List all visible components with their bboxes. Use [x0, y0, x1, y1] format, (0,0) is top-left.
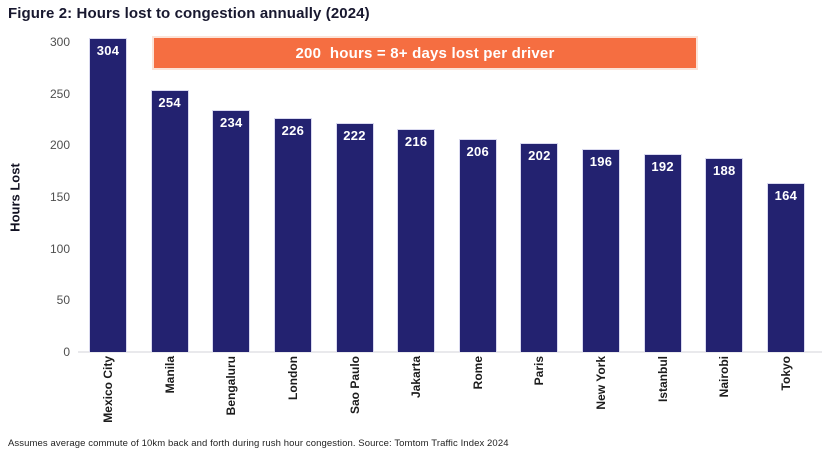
bar-value-label: 192 — [651, 159, 674, 174]
y-tick-label: 200 — [49, 138, 70, 153]
x-tick-label-text: Istanbul — [655, 356, 670, 403]
x-tick-label: Tokyo — [767, 356, 805, 442]
x-tick-label: Manila — [151, 356, 189, 442]
x-tick-label-text: Nairobi — [717, 356, 732, 398]
bar: 202 — [520, 143, 559, 352]
y-tick-label: 100 — [49, 241, 70, 256]
y-tick-label: 300 — [49, 35, 70, 49]
bar: 216 — [397, 129, 436, 352]
x-tick-label-text: Sao Paulo — [347, 356, 362, 415]
bar-value-label: 222 — [343, 128, 366, 143]
figure-title: Figure 2: Hours lost to congestion annua… — [8, 5, 370, 22]
x-tick-label: Sao Paulo — [336, 356, 374, 442]
bar: 304 — [89, 38, 127, 352]
bar: 164 — [766, 183, 805, 352]
bar: 234 — [212, 110, 251, 352]
bar: 226 — [273, 118, 312, 352]
x-tick-label: Rome — [459, 356, 497, 442]
bar-value-label: 188 — [712, 163, 736, 178]
x-tick-label: Istanbul — [644, 356, 682, 442]
bar: 222 — [335, 123, 374, 352]
y-tick-label: 50 — [56, 293, 70, 308]
bar: 196 — [582, 149, 620, 352]
x-tick-label-text: London — [285, 356, 300, 400]
callout-banner: 200 hours = 8+ days lost per driver — [152, 36, 698, 70]
footnote: Assumes average commute of 10km back and… — [8, 438, 509, 449]
bar-value-label: 254 — [158, 95, 181, 110]
x-tick-label-text: Manila — [162, 356, 177, 394]
x-tick-label-text: Paris — [532, 356, 547, 386]
bar-value-label: 226 — [281, 123, 305, 138]
y-tick-label: 150 — [49, 190, 70, 204]
x-tick-label: Jakarta — [397, 356, 435, 442]
bar-value-label: 304 — [96, 43, 120, 58]
x-axis-labels: Mexico City Manila Bengaluru London Sao Paul… — [89, 356, 805, 442]
y-axis-label: Hours Lost — [7, 163, 23, 232]
x-tick-label-text: Jakarta — [409, 356, 424, 399]
bar: 206 — [458, 139, 497, 352]
bar-chart: 304 254 234 226 222 216 206 202 196 192 188 164 — [89, 38, 805, 352]
bar: 254 — [150, 90, 189, 352]
x-tick-label: Nairobi — [705, 356, 743, 442]
y-tick-label: 250 — [49, 86, 70, 101]
callout-text: 200 hours = 8+ days lost per driver — [295, 44, 555, 62]
x-tick-label: Bengaluru — [212, 356, 250, 442]
x-tick-label-text: Tokyo — [778, 356, 793, 391]
x-tick-label: New York — [582, 356, 620, 442]
x-tick-label-text: Bengaluru — [224, 356, 239, 416]
x-axis-line — [78, 351, 822, 353]
x-tick-label-text: Mexico City — [101, 356, 115, 423]
bar: 192 — [643, 154, 682, 352]
bar: 188 — [705, 158, 744, 352]
x-tick-label-text: New York — [594, 356, 608, 410]
x-tick-label: London — [274, 356, 312, 442]
x-tick-label-text: Rome — [470, 356, 485, 390]
x-tick-label: Mexico City — [89, 356, 127, 442]
bar-value-label: 206 — [466, 144, 490, 159]
bar-value-label: 202 — [528, 148, 551, 163]
bar-value-label: 196 — [589, 154, 613, 169]
bar-value-label: 234 — [219, 115, 243, 130]
y-tick-label: 0 — [63, 345, 70, 359]
x-tick-label: Paris — [520, 356, 558, 442]
y-axis-ticks: 0 50 100 150 200 250 300 — [36, 35, 70, 359]
bar-value-label: 164 — [774, 188, 798, 203]
bar-value-label: 216 — [404, 134, 428, 149]
